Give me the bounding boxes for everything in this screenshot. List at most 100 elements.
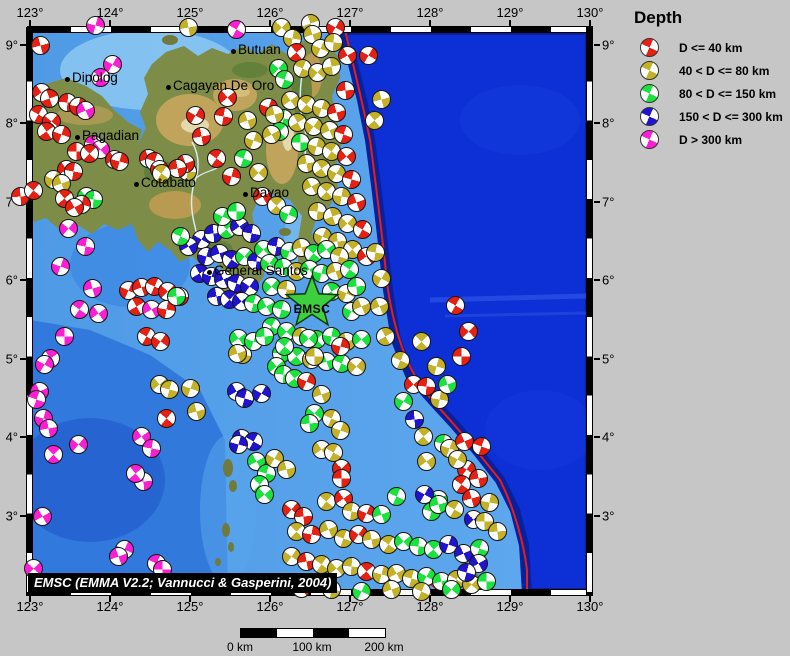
scale-segment: [349, 629, 385, 637]
focal-mechanism-ball: [351, 329, 371, 349]
focal-mechanism-ball: [341, 169, 361, 189]
focal-mechanism-ball: [456, 562, 476, 582]
lat-tick: [594, 44, 600, 46]
lon-label: 128°: [416, 5, 444, 20]
focal-mechanism-ball: [241, 223, 261, 243]
focal-mechanism-ball: [411, 331, 431, 351]
focal-mechanism-ball: [185, 105, 205, 125]
focal-mechanism-ball: [445, 295, 465, 315]
focal-mechanism-ball: [75, 236, 95, 256]
city-dot-icon: [231, 49, 236, 54]
lat-label: 6°: [5, 272, 18, 288]
focal-mechanism-ball: [454, 431, 474, 451]
attribution-box: EMSC (EMMA V2.2; Vannucci & Gasperini, 2…: [28, 573, 338, 593]
focal-mechanism-ball: [323, 442, 343, 462]
legend-item: 80 < D <= 150 km: [630, 82, 788, 105]
focal-mechanism-ball: [166, 286, 186, 306]
focal-mechanism-ball: [447, 449, 467, 469]
lat-tick: [594, 515, 600, 517]
focal-mechanism-ball: [346, 276, 366, 296]
focal-mechanism-ball: [333, 124, 353, 144]
legend-item: 40 < D <= 80 km: [630, 59, 788, 82]
focal-mechanism-ball: [261, 124, 281, 144]
focal-mechanism-ball: [108, 546, 128, 566]
focal-mechanism-ball: [51, 124, 71, 144]
lon-label: 125°: [176, 599, 204, 614]
focal-mechanism-ball: [271, 299, 291, 319]
lon-label: 130°: [576, 5, 604, 20]
lat-tick: [20, 515, 26, 517]
focal-mechanism-ball: [438, 534, 458, 554]
focal-mechanism-ball: [476, 571, 496, 591]
focal-mechanism-ball: [351, 581, 371, 601]
focal-mechanism-ball: [451, 474, 471, 494]
focal-mechanism-ball: [254, 326, 274, 346]
legend-title: Depth: [634, 8, 683, 27]
focal-mechanism-ball: [316, 491, 336, 511]
focal-mechanism-ball: [63, 161, 83, 181]
lon-tick: [509, 596, 511, 602]
focal-mechanism-ball: [213, 106, 233, 126]
focal-mechanism-ball: [109, 151, 129, 171]
focal-mechanism-ball: [351, 296, 371, 316]
focal-mechanism-ball: [58, 218, 78, 238]
focal-mechanism-ball: [30, 35, 50, 55]
lat-label: 5°: [602, 351, 615, 367]
legend-item: 150 < D <= 300 km: [630, 105, 788, 128]
focal-mechanism-ball: [304, 346, 324, 366]
depth-class-ball-icon: [640, 130, 659, 149]
focal-mechanism-ball: [352, 219, 372, 239]
focal-mechanism-ball: [82, 278, 102, 298]
sangihe-islet: [229, 480, 237, 492]
focal-mechanism-ball: [43, 444, 63, 464]
focal-mechanism-ball: [159, 379, 179, 399]
lon-tick: [269, 596, 271, 602]
lat-label: 9°: [5, 37, 18, 53]
lat-label: 8°: [5, 115, 18, 131]
scale-segment: [241, 629, 277, 637]
lat-label: 3°: [602, 508, 615, 524]
city-dot-icon: [134, 182, 139, 187]
sea-texture: [485, 390, 590, 470]
lon-label: 130°: [576, 599, 604, 614]
legend-item-label: 40 < D <= 80 km: [679, 63, 770, 78]
lat-tick: [20, 358, 26, 360]
focal-mechanism-ball: [85, 15, 105, 35]
lat-tick: [594, 201, 600, 203]
focal-mechanism-ball: [206, 148, 226, 168]
lon-tick: [29, 20, 31, 26]
focal-mechanism-ball: [487, 521, 507, 541]
camiguin-island: [162, 35, 178, 45]
focal-mechanism-ball: [369, 296, 389, 316]
lat-label: 3°: [5, 508, 18, 524]
lat-label: 5°: [5, 351, 18, 367]
focal-mechanism-ball: [88, 303, 108, 323]
lon-tick: [109, 20, 111, 26]
legend-item: D <= 40 km: [630, 36, 788, 59]
focal-mechanism-ball: [298, 328, 318, 348]
legend-item: D > 300 km: [630, 128, 788, 151]
lon-label: 128°: [416, 599, 444, 614]
focal-mechanism-ball: [441, 579, 461, 599]
lat-tick: [20, 44, 26, 46]
lon-label: 124°: [96, 599, 124, 614]
focal-mechanism-ball: [390, 350, 410, 370]
focal-mechanism-ball: [311, 384, 331, 404]
lon-tick: [589, 20, 591, 26]
focal-mechanism-ball: [479, 492, 499, 512]
lat-tick: [594, 358, 600, 360]
focal-mechanism-ball: [23, 180, 43, 200]
focal-mechanism-ball: [264, 104, 284, 124]
focal-mechanism-ball: [226, 201, 246, 221]
city-label: Butuan: [238, 42, 281, 57]
depth-legend: Depth D <= 40 km 40 < D <= 80 km 80 < D <=…: [630, 8, 788, 151]
lat-label: 4°: [5, 429, 18, 445]
focal-mechanism-ball: [34, 354, 54, 374]
focal-mechanism-ball: [413, 426, 433, 446]
lowland: [232, 62, 268, 78]
focal-mechanism-ball: [32, 506, 52, 526]
lon-label: 127°: [336, 599, 364, 614]
lon-tick: [349, 596, 351, 602]
scale-label: 0 km: [226, 640, 254, 654]
focal-mechanism-ball: [451, 346, 471, 366]
